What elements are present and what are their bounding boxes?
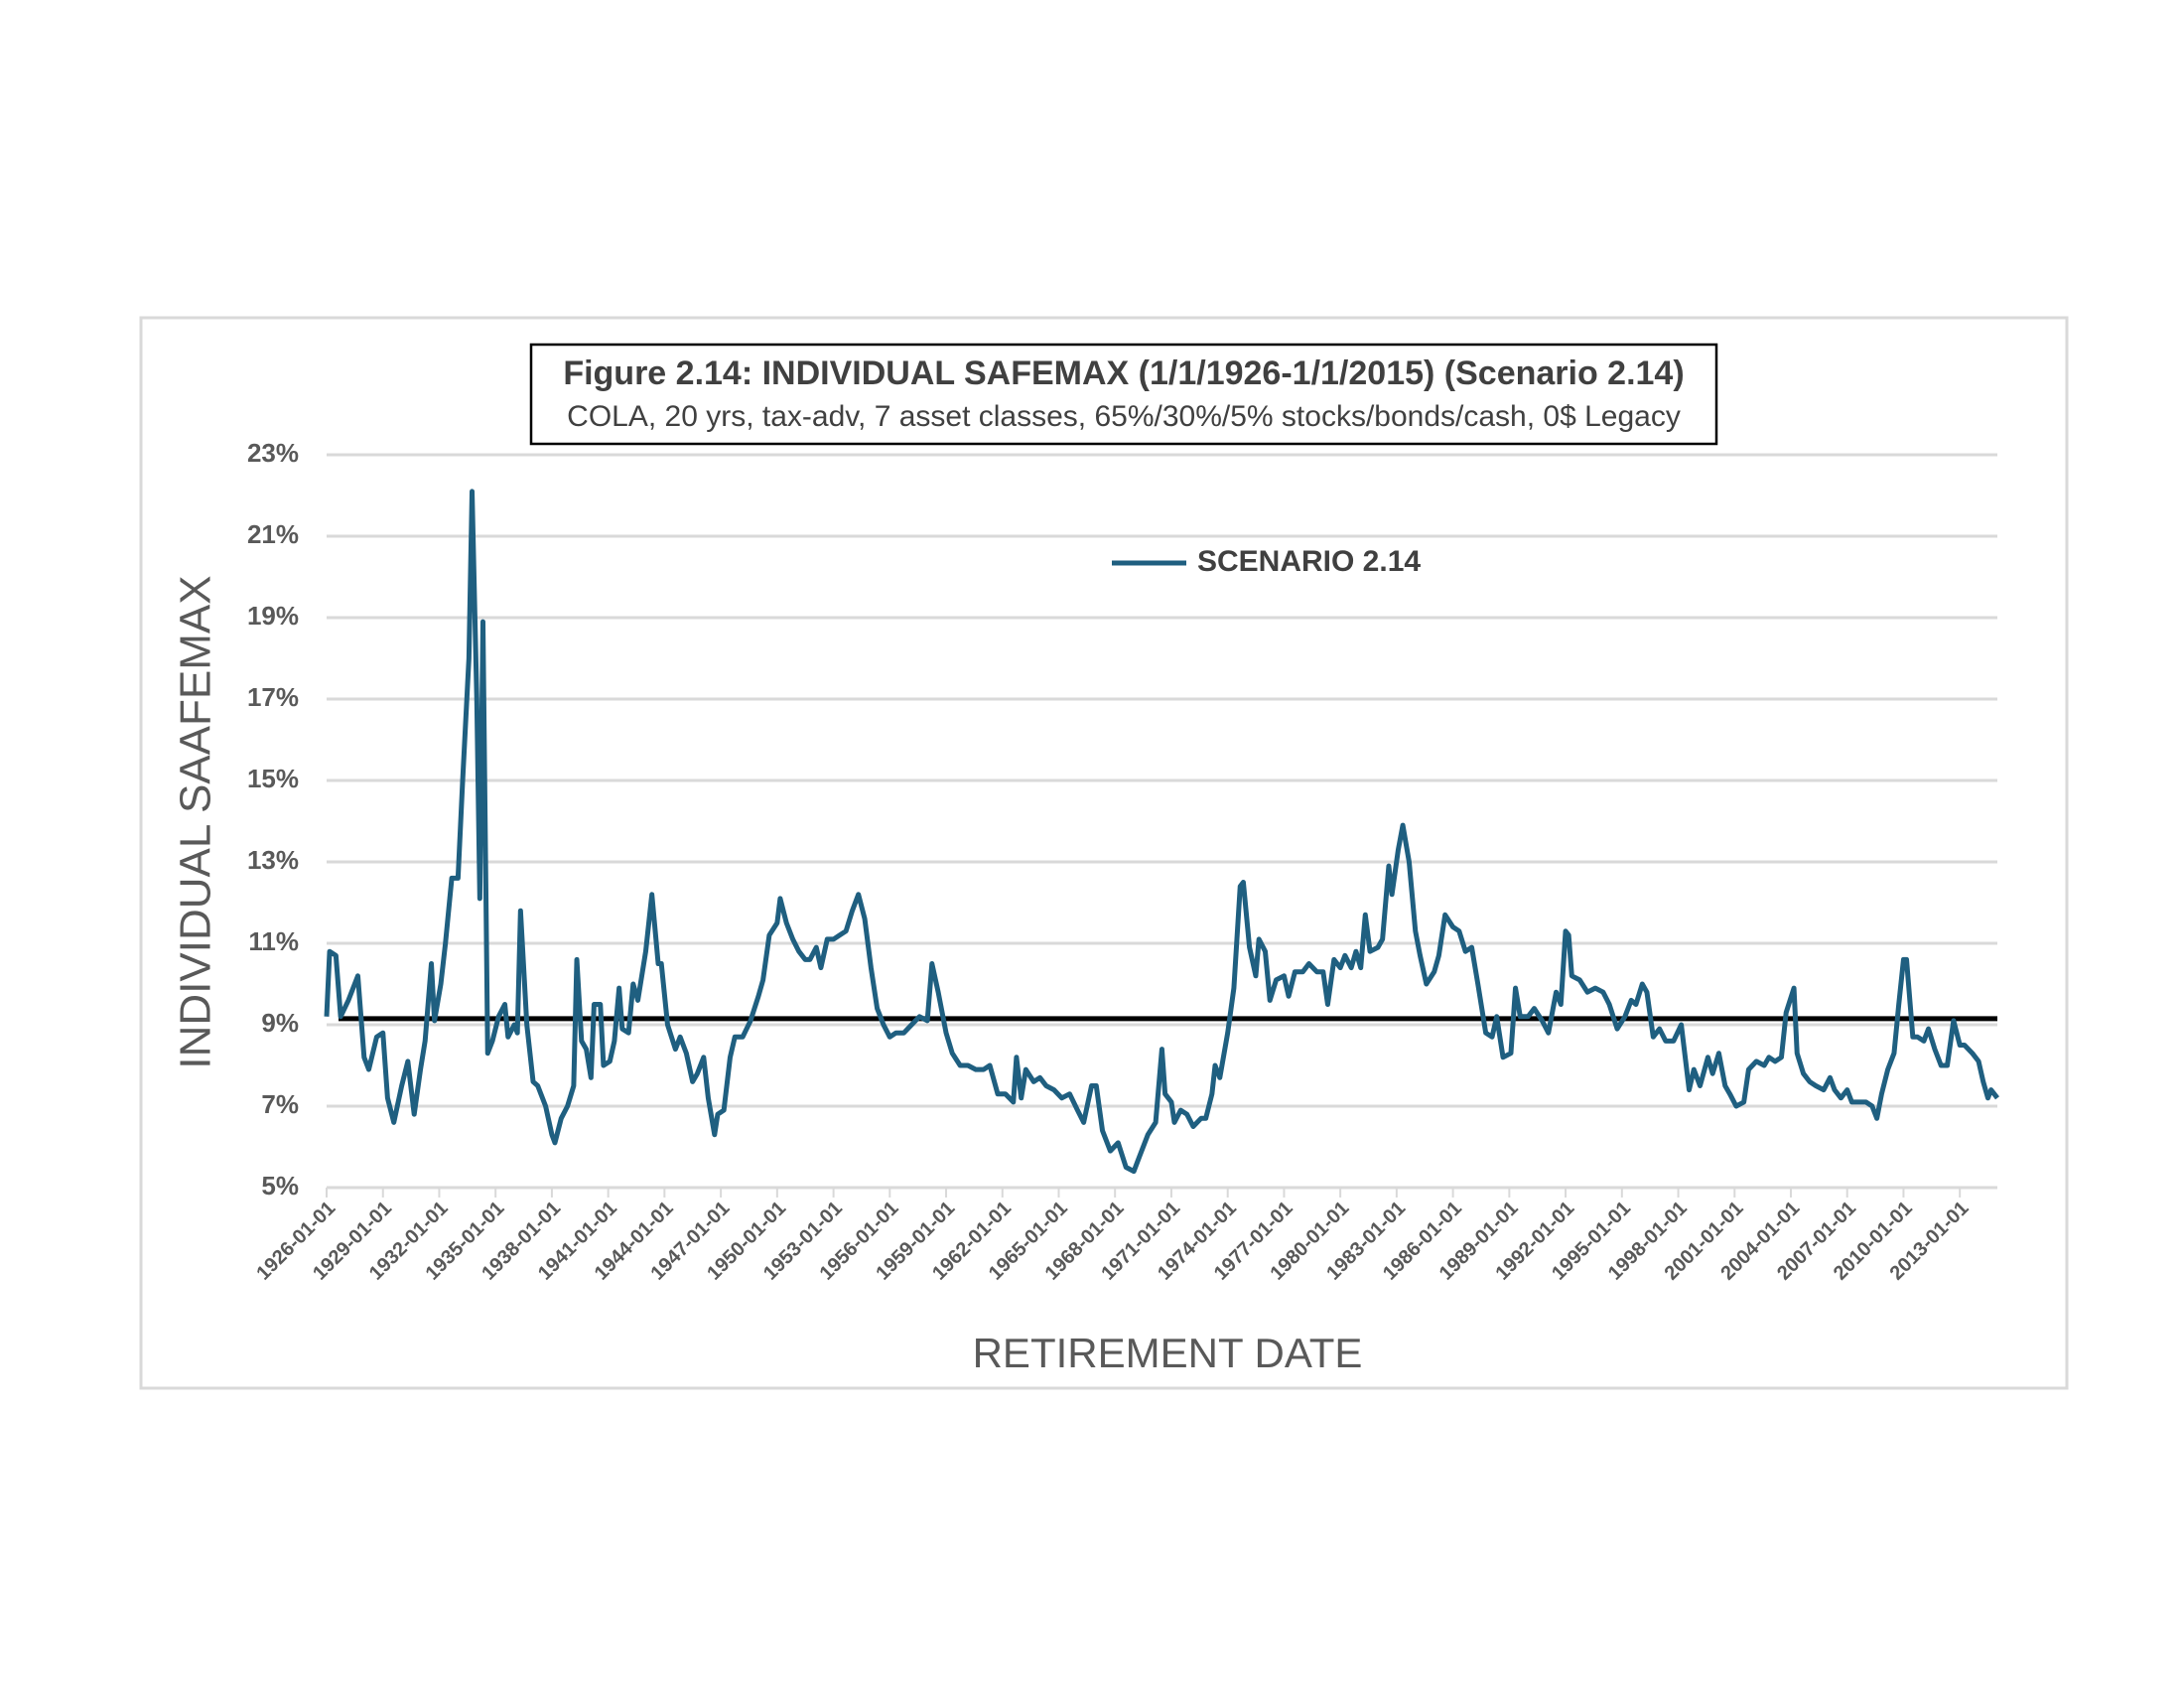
- legend-label: SCENARIO 2.14: [1197, 545, 1421, 578]
- y-tick-label: 11%: [248, 926, 299, 956]
- chart-subtitle: COLA, 20 yrs, tax-adv, 7 asset classes, …: [567, 400, 1681, 433]
- y-tick-label: 17%: [247, 682, 299, 712]
- y-tick-label: 13%: [247, 845, 299, 875]
- y-axis-label: INDIVIDUAL SAAFEMAX: [172, 575, 220, 1068]
- y-tick-label: 21%: [247, 519, 299, 549]
- y-tick-label: 9%: [261, 1008, 299, 1038]
- y-tick-label: 23%: [247, 438, 299, 468]
- y-tick-label: 15%: [247, 764, 299, 793]
- y-tick-label: 19%: [247, 601, 299, 631]
- data-line: [324, 489, 1999, 1175]
- chart-frame: [139, 316, 2069, 1390]
- y-tick-label: 7%: [261, 1089, 299, 1119]
- y-tick-label: 5%: [261, 1171, 299, 1200]
- x-axis-label: RETIREMENT DATE: [973, 1330, 1363, 1376]
- chart-title: Figure 2.14: INDIVIDUAL SAFEMAX (1/1/192…: [563, 354, 1684, 392]
- title-box: [529, 343, 1718, 446]
